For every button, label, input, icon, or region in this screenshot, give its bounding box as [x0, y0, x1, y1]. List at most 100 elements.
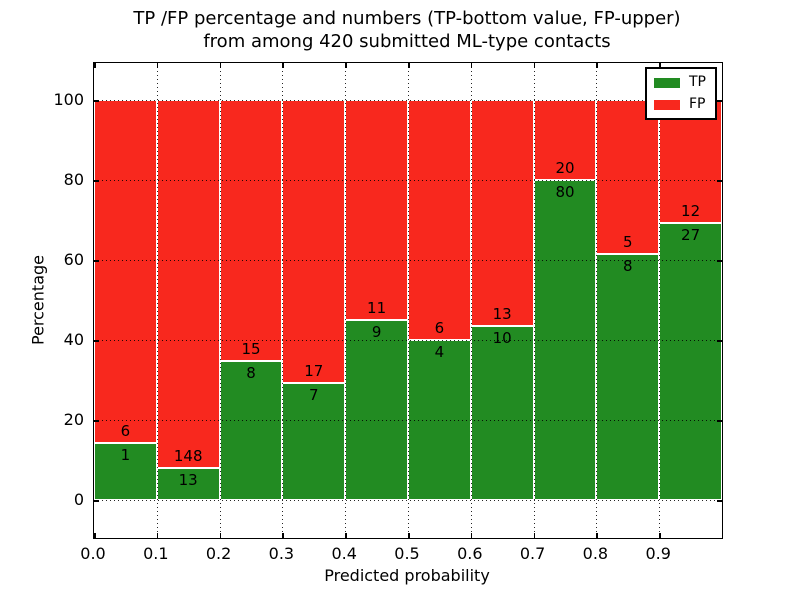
x-tick-mark [156, 63, 159, 68]
bar-segment-tp [94, 442, 157, 500]
v-gridline [219, 63, 221, 538]
tp-count-label: 4 [434, 343, 445, 361]
y-tick-label: 20 [63, 410, 84, 429]
bar-segment-tp [596, 253, 660, 500]
bar-segment-fp [596, 100, 660, 254]
x-tick-mark [533, 63, 536, 68]
x-tick-mark [219, 533, 222, 538]
v-gridline [156, 63, 158, 538]
v-gridline [470, 63, 472, 538]
y-tick-label: 0 [73, 490, 84, 509]
x-tick-label: 0.8 [582, 544, 609, 563]
v-gridline [282, 63, 284, 538]
bar-segment-tp [345, 320, 408, 500]
x-tick-label: 0.9 [645, 544, 671, 563]
x-tick-label: 0.2 [205, 544, 232, 563]
tp-count-label: 1 [120, 445, 131, 464]
x-tick-mark [596, 533, 598, 538]
plot-area: TP FP 6 1 148 13 15 8 17 7 11 9 6 4 13 10 20 80 5 8 12 27 [93, 62, 723, 539]
fp-count-label: 12 [681, 202, 701, 221]
x-tick-label: 0.1 [143, 544, 169, 563]
fp-count-label: 5 [623, 232, 633, 251]
tp-legend-swatch-icon [654, 77, 680, 88]
fp-legend-swatch-icon [654, 99, 680, 110]
x-tick-label: 0.6 [457, 544, 483, 563]
x-tick-label: 0.7 [519, 544, 546, 563]
x-axis-label: Predicted probability [324, 566, 490, 585]
bar-segment-tp [282, 383, 346, 500]
x-tick-label: 0.5 [394, 544, 420, 563]
v-gridline [533, 63, 535, 538]
chart-title-line2: from among 420 submitted ML-type contact… [203, 31, 611, 52]
bar-segment-fp [94, 100, 157, 443]
x-tick-mark [94, 533, 96, 538]
y-tick-mark [94, 100, 99, 102]
v-gridline [345, 63, 347, 538]
x-tick-mark [345, 63, 347, 68]
fp-count-label: 20 [555, 159, 575, 177]
v-gridline [596, 63, 598, 538]
x-tick-mark [282, 63, 284, 68]
x-tick-mark [408, 533, 410, 538]
tp-count-label: 27 [681, 226, 701, 245]
x-tick-mark [470, 533, 473, 538]
x-tick-label: 0.0 [80, 544, 106, 563]
fp-count-label: 13 [492, 305, 512, 324]
chart-title-line1: TP /FP percentage and numbers (TP-bottom… [133, 8, 681, 29]
bar-segment-fp [470, 100, 534, 327]
x-tick-mark [94, 63, 96, 68]
bar-segment-tp [156, 467, 220, 500]
y-tick-mark [94, 500, 99, 502]
x-tick-mark [408, 63, 410, 68]
fp-count-label: 148 [173, 446, 203, 465]
fp-count-label: 11 [367, 299, 387, 317]
y-tick-label: 100 [53, 90, 84, 109]
x-tick-mark [596, 63, 598, 68]
bar-segment-fp [345, 100, 408, 320]
y-tick-mark [717, 340, 722, 342]
y-tick-mark [717, 500, 722, 502]
fp-count-label: 15 [241, 339, 261, 358]
tp-count-label: 80 [555, 183, 575, 201]
tp-count-label: 8 [246, 363, 256, 382]
bar-segment-tp [659, 223, 722, 500]
x-tick-mark [533, 533, 536, 538]
tp-count-label: 8 [623, 256, 633, 275]
legend-item-tp: TP [654, 75, 706, 90]
bar-segment-fp [408, 100, 471, 340]
x-tick-mark [659, 63, 661, 68]
bar-segment-tp [470, 326, 534, 500]
y-tick-mark [94, 340, 99, 342]
fp-count-label: 17 [304, 362, 324, 381]
y-tick-mark [94, 260, 99, 262]
x-tick-mark [345, 533, 347, 538]
x-tick-mark [219, 63, 222, 68]
y-tick-mark [94, 180, 99, 182]
y-tick-mark [717, 420, 722, 422]
x-tick-label: 0.4 [331, 544, 357, 563]
y-tick-mark [717, 260, 722, 262]
tp-count-label: 10 [492, 329, 512, 348]
y-tick-mark [94, 420, 99, 422]
v-gridline [408, 63, 409, 538]
tp-count-label: 9 [371, 323, 382, 341]
v-gridline [659, 63, 661, 538]
x-tick-mark [470, 63, 473, 68]
tp-legend-label: TP [689, 74, 706, 90]
y-tick-mark [717, 100, 722, 102]
y-tick-mark [717, 180, 722, 182]
y-tick-label: 40 [63, 330, 84, 349]
fp-count-label: 6 [434, 319, 445, 337]
fp-count-label: 6 [120, 421, 131, 440]
x-tick-mark [659, 533, 661, 538]
bar-segment-fp [156, 100, 220, 468]
x-tick-mark [282, 533, 284, 538]
y-tick-label: 80 [63, 170, 84, 189]
bar-segment-fp [219, 100, 283, 361]
legend-item-fp: FP [654, 97, 706, 112]
x-tick-label: 0.3 [268, 544, 295, 563]
tp-count-label: 13 [178, 470, 198, 489]
fp-legend-label: FP [689, 96, 706, 112]
x-tick-mark [156, 533, 159, 538]
